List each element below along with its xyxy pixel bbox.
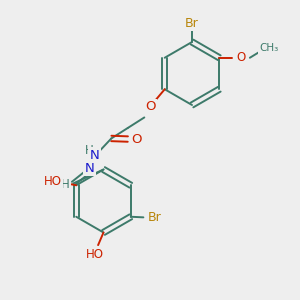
Text: O: O <box>132 133 142 146</box>
Text: O: O <box>145 100 156 113</box>
Text: O: O <box>236 51 245 64</box>
Text: N: N <box>85 162 94 175</box>
Text: N: N <box>89 149 99 162</box>
Text: CH₃: CH₃ <box>259 43 278 53</box>
Text: Br: Br <box>148 211 162 224</box>
Text: HO: HO <box>86 248 104 261</box>
Text: Br: Br <box>185 17 199 30</box>
Text: H: H <box>60 178 69 191</box>
Text: H: H <box>85 144 94 157</box>
Text: HO: HO <box>44 175 62 188</box>
